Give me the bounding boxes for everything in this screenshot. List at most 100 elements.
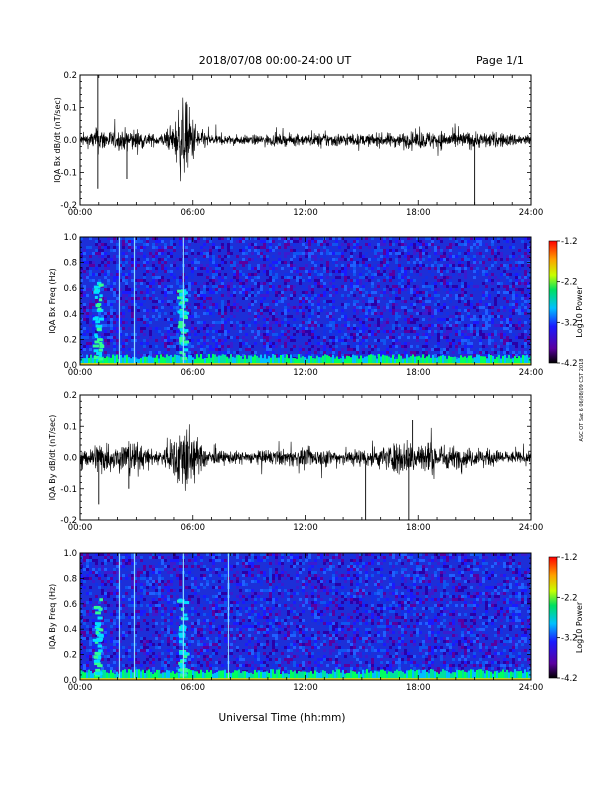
spectrogram-pixel	[125, 261, 128, 264]
spectrogram-pixel	[116, 339, 119, 342]
spectrogram-pixel	[266, 279, 269, 282]
spectrogram-pixel	[152, 243, 155, 246]
burst-pixel	[96, 303, 102, 307]
spectrogram-pixel	[500, 345, 503, 348]
spectrogram-pixel	[368, 288, 371, 291]
spectrogram-pixel	[104, 315, 107, 318]
spectrogram-pixel	[206, 246, 209, 249]
spectrogram-pixel	[92, 264, 95, 267]
spectrogram-pixel	[200, 327, 203, 330]
spectrogram-pixel	[407, 330, 410, 333]
x-tick-label: 12:00	[293, 368, 318, 378]
spectrogram-pixel	[155, 264, 158, 267]
spectrogram-pixel	[116, 595, 119, 598]
spectrogram-pixel	[230, 240, 233, 243]
spectrogram-pixel	[254, 336, 257, 339]
low-freq-band	[372, 355, 374, 365]
spectrogram-pixel	[380, 339, 383, 342]
spectrogram-pixel	[194, 351, 197, 354]
spectrogram-pixel	[443, 255, 446, 258]
spectrogram-pixel	[284, 303, 287, 306]
spectrogram-pixel	[131, 577, 134, 580]
spectrogram-pixel	[383, 342, 386, 345]
spectrogram-pixel	[488, 246, 491, 249]
spectrogram-pixel	[98, 243, 101, 246]
spectrogram-pixel	[233, 315, 236, 318]
spectrogram-pixel	[389, 309, 392, 312]
spectrogram-pixel	[143, 279, 146, 282]
spectrogram-pixel	[98, 577, 101, 580]
spectrogram-pixel	[308, 318, 311, 321]
spectrogram-pixel	[497, 324, 500, 327]
spectrogram-pixel	[491, 243, 494, 246]
spectrogram-pixel	[374, 273, 377, 276]
spectrogram-pixel	[488, 342, 491, 345]
spectrogram-pixel	[242, 294, 245, 297]
spectrogram-pixel	[332, 351, 335, 354]
spectrogram-pixel	[89, 649, 92, 652]
spectrogram-pixel	[137, 258, 140, 261]
spectrogram-pixel	[371, 285, 374, 288]
spectrogram-pixel	[410, 321, 413, 324]
spectrogram-pixel	[173, 273, 176, 276]
spectrogram-pixel	[161, 354, 164, 357]
spectrogram-pixel	[392, 342, 395, 345]
spectrogram-pixel	[449, 270, 452, 273]
spectrogram-pixel	[188, 282, 191, 285]
spectrogram-pixel	[440, 279, 443, 282]
spectrogram-pixel	[179, 318, 182, 321]
spectrogram-pixel	[110, 249, 113, 252]
spectrogram-pixel	[395, 357, 398, 360]
spectrogram-pixel	[407, 342, 410, 345]
spectrogram-pixel	[143, 315, 146, 318]
spectrogram-pixel	[125, 243, 128, 246]
spectrogram-pixel	[116, 318, 119, 321]
spectrogram-pixel	[416, 273, 419, 276]
spectrogram-pixel	[200, 300, 203, 303]
spectrogram-pixel	[86, 267, 89, 270]
spectrogram-pixel	[290, 324, 293, 327]
spectrogram-pixel	[329, 237, 332, 240]
spectrogram-pixel	[272, 312, 275, 315]
spectrogram-pixel	[152, 267, 155, 270]
spectrogram-pixel	[269, 342, 272, 345]
spectrogram-pixel	[269, 270, 272, 273]
spectrogram-pixel	[524, 294, 527, 297]
spectrogram-pixel	[449, 339, 452, 342]
spectrogram-pixel	[263, 255, 266, 258]
spectrogram-pixel	[467, 348, 470, 351]
spectrogram-pixel	[476, 318, 479, 321]
spectrogram-pixel	[392, 309, 395, 312]
spectrogram-pixel	[161, 670, 164, 673]
spectrogram-pixel	[302, 297, 305, 300]
spectrogram-pixel	[461, 294, 464, 297]
spectrogram-pixel	[347, 264, 350, 267]
spectrogram-pixel	[110, 339, 113, 342]
spectrogram-pixel	[245, 279, 248, 282]
spectrogram-pixel	[191, 345, 194, 348]
spectrogram-pixel	[452, 273, 455, 276]
spectrogram-pixel	[461, 327, 464, 330]
spectrogram-pixel	[272, 279, 275, 282]
spectrogram-pixel	[104, 258, 107, 261]
spectrogram-pixel	[347, 339, 350, 342]
spectrogram-pixel	[383, 306, 386, 309]
spectrogram-pixel	[401, 267, 404, 270]
spectrogram-pixel	[464, 267, 467, 270]
spectrogram-pixel	[152, 607, 155, 610]
spectrogram-pixel	[188, 303, 191, 306]
low-freq-band	[222, 354, 224, 365]
spectrogram-pixel	[104, 631, 107, 634]
spectrogram-pixel	[92, 315, 95, 318]
spectrogram-pixel	[83, 646, 86, 649]
spectrogram-pixel	[119, 330, 122, 333]
spectrogram-pixel	[86, 559, 89, 562]
spectrogram-pixel	[224, 330, 227, 333]
spectrogram-pixel	[515, 279, 518, 282]
spectrogram-pixel	[134, 321, 137, 324]
spectrogram-pixel	[299, 336, 302, 339]
spectrogram-pixel	[152, 661, 155, 664]
spectrogram-pixel	[158, 598, 161, 601]
spectrogram-pixel	[392, 303, 395, 306]
spectrogram-pixel	[437, 306, 440, 309]
